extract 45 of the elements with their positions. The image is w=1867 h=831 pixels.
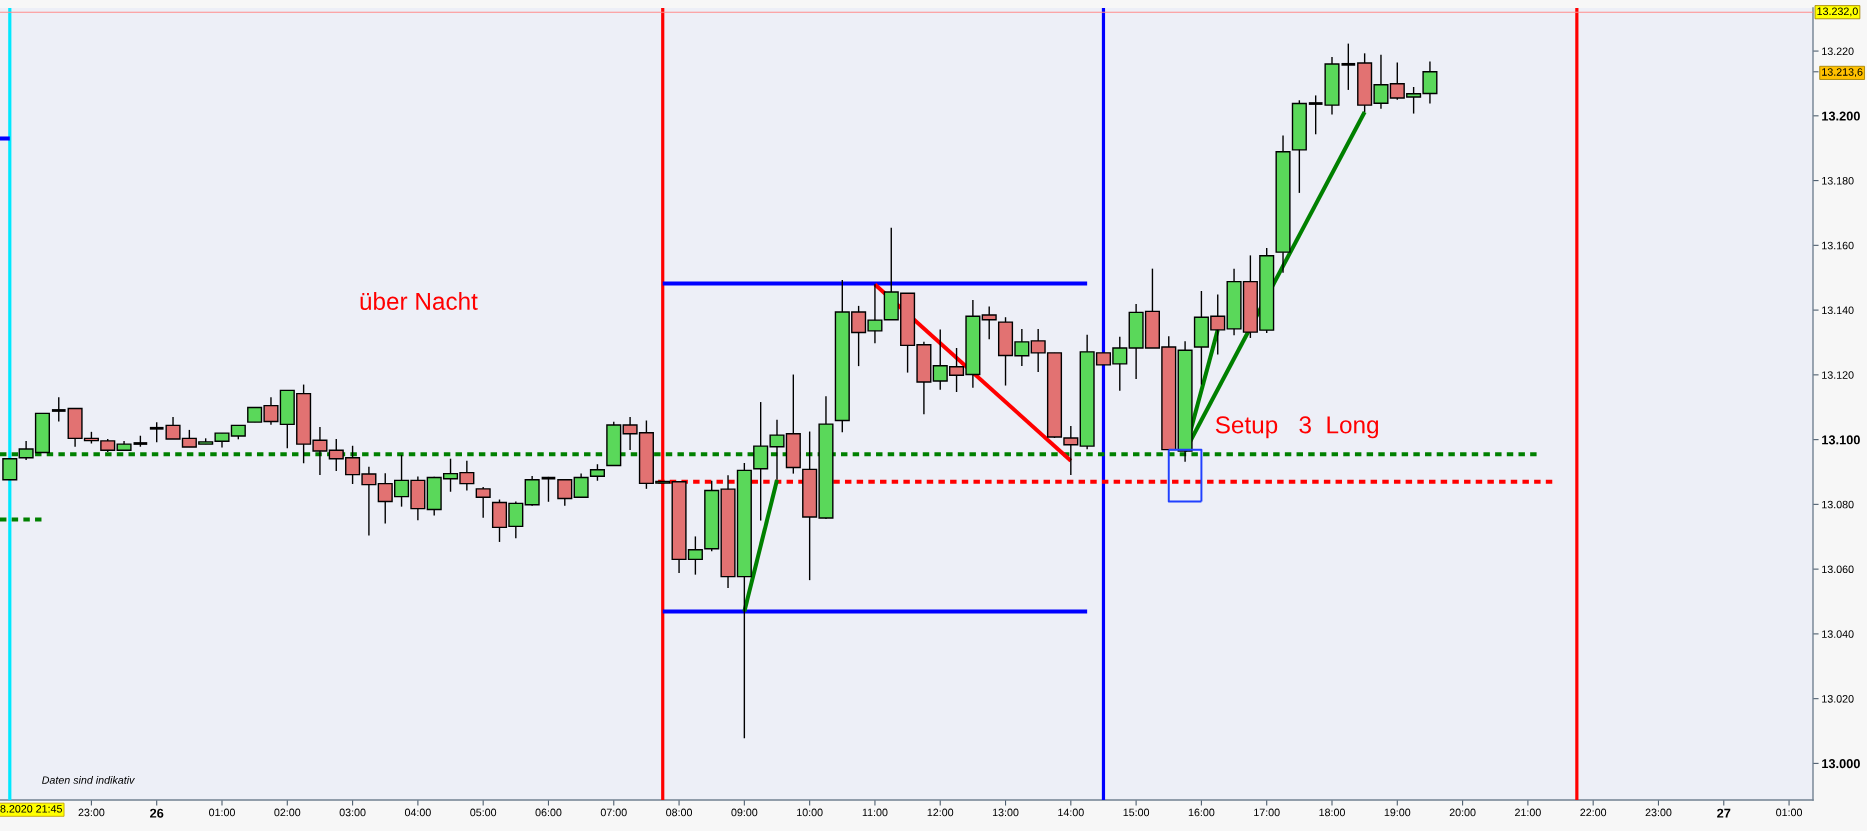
y-tick-label: 13.180 xyxy=(1822,176,1854,185)
ref-line-label: 13.232,0 xyxy=(1817,7,1858,17)
x-tick-label: 13:00 xyxy=(992,808,1019,817)
y-tick-label: 13.020 xyxy=(1822,695,1854,703)
y-tick-label: 13.040 xyxy=(1822,630,1854,638)
x-tick-label: 11:00 xyxy=(862,808,888,817)
x-tick-label: 23:00 xyxy=(1645,808,1672,817)
x-tick-label: 08:00 xyxy=(666,808,693,817)
x-tick-label: 03:00 xyxy=(339,808,366,817)
x-tick-label: 01:00 xyxy=(209,808,235,817)
x-tick-label: 17:00 xyxy=(1254,808,1280,817)
x-tick-label: 02:00 xyxy=(274,808,301,817)
x-tick-label: 26 xyxy=(150,808,164,818)
y-tick-label: 13.140 xyxy=(1822,306,1854,315)
x-tick-label: 23:00 xyxy=(78,808,105,817)
x-tick-label: 05:00 xyxy=(470,808,497,817)
ref-line-label: 8.2020 21:45 xyxy=(0,805,62,813)
y-tick-label: 13.100 xyxy=(1822,435,1860,445)
y-tick-label: 13.160 xyxy=(1822,241,1854,250)
x-tick-label: 27 xyxy=(1717,808,1731,818)
annotation: über Nacht xyxy=(360,292,478,310)
y-tick-label: 13.213,6 xyxy=(1822,68,1863,78)
x-tick-label: 16:00 xyxy=(1188,808,1215,817)
x-tick-label: 07:00 xyxy=(600,808,627,817)
x-tick-label: 10:00 xyxy=(797,808,823,817)
y-tick-label: 13.200 xyxy=(1822,111,1860,121)
x-tick-label: 15:00 xyxy=(1123,808,1150,817)
y-tick-label: 13.060 xyxy=(1822,565,1854,574)
x-tick-label: 12:00 xyxy=(927,808,954,817)
x-tick-label: 20:00 xyxy=(1449,808,1476,817)
x-tick-label: 22:00 xyxy=(1580,808,1607,817)
x-tick-label: 04:00 xyxy=(404,808,431,817)
x-tick-label: 18:00 xyxy=(1319,808,1345,817)
annotation: Daten sind indikativ xyxy=(42,776,135,784)
annotation: Setup 3 Long xyxy=(1215,416,1379,439)
y-tick-label: 13.220 xyxy=(1822,47,1854,56)
x-tick-label: 01:00 xyxy=(1776,808,1803,817)
y-tick-label: 13.080 xyxy=(1822,500,1854,509)
x-tick-label: 21:00 xyxy=(1515,808,1541,817)
x-tick-label: 09:00 xyxy=(731,808,758,817)
y-tick-label: 13.120 xyxy=(1822,371,1854,379)
x-tick-label: 06:00 xyxy=(535,808,562,817)
x-tick-label: 14:00 xyxy=(1058,808,1084,817)
x-tick-label: 19:00 xyxy=(1384,808,1411,817)
y-tick-label: 13.000 xyxy=(1822,759,1860,769)
